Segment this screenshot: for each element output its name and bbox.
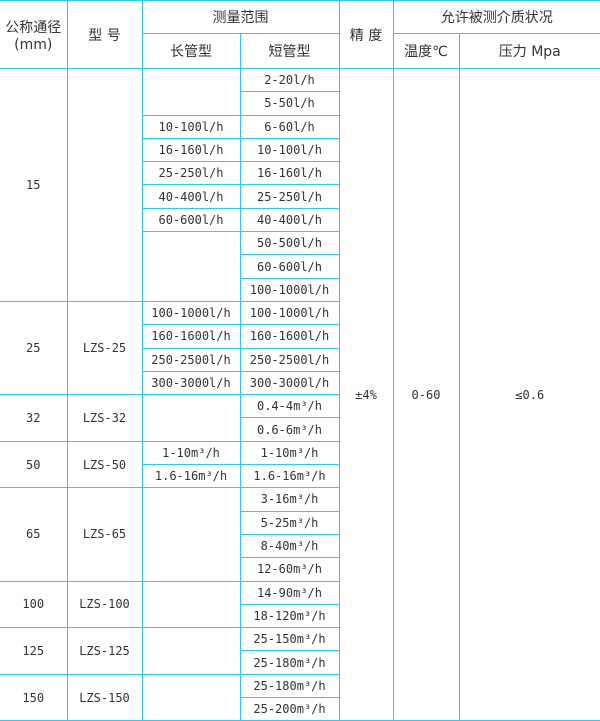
header-medium: 允许被测介质状况 [392, 0, 600, 34]
model-cell: LZS-50 [66, 440, 143, 489]
header-accuracy: 精 度 [338, 0, 394, 69]
table-row: 32 LZS-32 0.4-4m³/h [0, 394, 600, 442]
long-range-cell: 16-160l/h [142, 137, 241, 163]
short-range-cell: 16-160l/h [239, 161, 339, 186]
short-range-cell: 250-2500l/h [239, 347, 339, 372]
table-row: 25-180m³/h [0, 650, 600, 675]
short-range-cell: 0.6-6m³/h [240, 417, 339, 442]
short-range-cell: 10-100l/h [239, 137, 339, 163]
long-range-cell [141, 580, 241, 629]
short-range-cell: 3-16m³/h [239, 487, 339, 512]
long-range-cell: 40-400l/h [142, 184, 241, 209]
long-range-cell: 25-250l/h [142, 161, 241, 186]
long-range-cell [141, 627, 241, 675]
table-row: 40-400l/h 25-250l/h [0, 184, 600, 209]
short-range-cell: 1-10m³/h [239, 440, 339, 466]
table-row: 25-200m³/h [0, 697, 600, 721]
long-range-cell: 250-2500l/h [142, 347, 241, 372]
table-row: 150 LZS-150 25-180m³/h [0, 673, 600, 721]
table-row: 10-100l/h 6-60l/h [0, 114, 600, 139]
short-range-cell: 25-180m³/h [239, 673, 339, 699]
header-temperature: 温度℃ [392, 33, 460, 69]
long-range-cell [141, 673, 241, 721]
table-row: 125 LZS-125 25-150m³/h [0, 627, 600, 675]
short-range-cell: 5-50l/h [240, 91, 339, 116]
long-range-cell [141, 487, 241, 582]
table-body: 15 2-20l/h ±4% 0-60 ≤0.6 5-50l/h 10-100l/h 6-60… [0, 67, 600, 721]
header-model: 型 号 [66, 0, 143, 69]
diameter-cell: 25 [0, 300, 68, 396]
short-range-cell: 14-90m³/h [239, 580, 339, 605]
table-row: 160-1600l/h 160-1600l/h [0, 324, 600, 349]
model-cell [66, 68, 143, 302]
short-range-cell: 12-60m³/h [240, 557, 339, 582]
table-row: 100 LZS-100 14-90m³/h [0, 580, 600, 629]
short-range-cell: 18-120m³/h [240, 603, 339, 629]
short-range-cell: 25-180m³/h [240, 650, 339, 675]
long-range-cell [141, 394, 241, 442]
model-cell: LZS-100 [66, 580, 143, 629]
temperature-cell: 0-60 [392, 67, 460, 721]
long-range-cell [142, 231, 241, 302]
short-range-cell: 0.4-4m³/h [239, 394, 339, 419]
pressure-cell: ≤0.6 [458, 67, 600, 721]
diameter-cell: 100 [0, 580, 68, 629]
table-row: 8-40m³/h [0, 533, 600, 559]
short-range-cell: 60-600l/h [240, 254, 339, 279]
model-cell: LZS-25 [66, 300, 143, 396]
long-range-cell: 300-3000l/h [142, 370, 241, 396]
header-pressure: 压力 Mpa [458, 33, 600, 69]
short-range-cell: 8-40m³/h [240, 533, 339, 559]
model-cell: LZS-150 [66, 673, 143, 721]
short-range-cell: 2-20l/h [239, 67, 340, 93]
diameter-cell: 32 [0, 394, 68, 442]
table-row: 0.6-6m³/h [0, 417, 600, 442]
table-row: 60-600l/h 40-400l/h [0, 207, 600, 233]
table-row: 5-50l/h [0, 91, 600, 116]
diameter-cell: 15 [0, 68, 68, 302]
short-range-cell: 300-3000l/h [239, 370, 339, 396]
model-cell: LZS-65 [66, 487, 143, 582]
short-range-cell: 25-200m³/h [240, 697, 339, 721]
header-range: 测量范围 [141, 0, 340, 34]
long-range-cell: 1-10m³/h [141, 440, 241, 466]
accuracy-cell: ±4% [338, 67, 394, 721]
long-range-cell [141, 68, 241, 116]
table-row: 1.6-16m³/h 1.6-16m³/h [0, 464, 600, 489]
table-row: 100-1000l/h [0, 277, 600, 302]
header-short: 短管型 [239, 33, 340, 69]
short-range-cell: 40-400l/h [239, 207, 339, 233]
short-range-cell: 25-150m³/h [239, 627, 339, 652]
table-row: 65 LZS-65 3-16m³/h [0, 487, 600, 582]
header-diameter: 公称通径 (mm) [0, 0, 68, 69]
table-row: 50 LZS-50 1-10m³/h 1-10m³/h [0, 440, 600, 489]
short-range-cell: 160-1600l/h [239, 324, 339, 349]
diameter-cell: 150 [0, 673, 68, 721]
short-range-cell: 6-60l/h [239, 114, 339, 139]
model-cell: LZS-125 [66, 627, 143, 675]
long-range-cell: 10-100l/h [142, 114, 241, 139]
long-range-cell: 60-600l/h [142, 207, 241, 233]
table-row: 50-500l/h [0, 231, 600, 302]
long-range-cell: 160-1600l/h [142, 324, 241, 349]
table-row: 15 2-20l/h ±4% 0-60 ≤0.6 [0, 67, 600, 721]
diameter-cell: 50 [0, 440, 68, 489]
short-range-cell: 100-1000l/h [240, 277, 339, 302]
long-range-cell: 100-1000l/h [141, 300, 241, 326]
short-range-cell: 25-250l/h [239, 184, 339, 209]
header-long: 长管型 [142, 33, 241, 69]
short-range-cell: 5-25m³/h [240, 510, 339, 535]
long-range-cell: 1.6-16m³/h [142, 464, 241, 489]
short-range-cell: 100-1000l/h [239, 300, 339, 326]
short-range-cell: 50-500l/h [239, 231, 339, 256]
diameter-cell: 125 [0, 627, 68, 675]
short-range-cell: 1.6-16m³/h [239, 464, 339, 489]
table-row: 300-3000l/h 300-3000l/h [0, 370, 600, 396]
diameter-cell: 65 [0, 487, 68, 582]
model-cell: LZS-32 [66, 394, 143, 442]
